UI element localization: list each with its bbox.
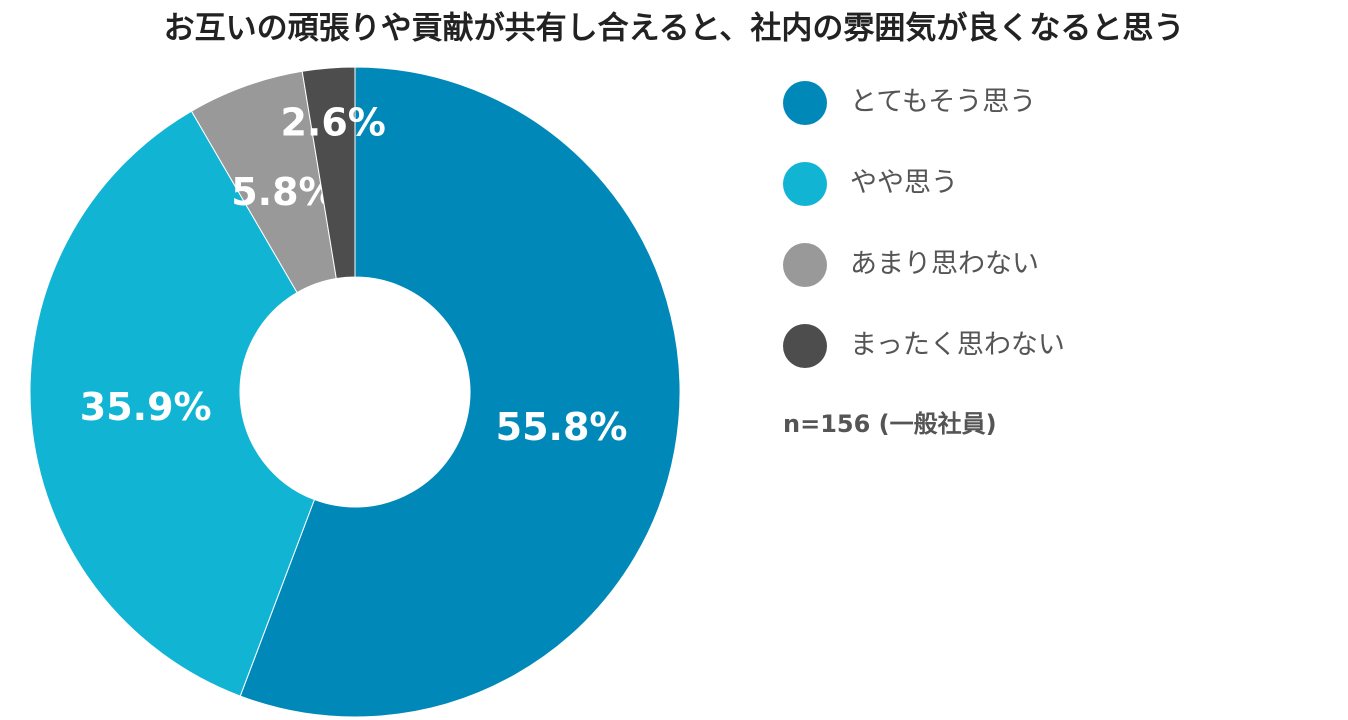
legend-swatch bbox=[783, 81, 827, 125]
data-label: 5.8% bbox=[231, 170, 336, 214]
legend-label: まったく思わない bbox=[850, 330, 1065, 361]
data-label: 35.9% bbox=[80, 385, 212, 429]
legend-swatch bbox=[783, 243, 827, 287]
data-label: 55.8% bbox=[496, 405, 628, 449]
pie-slice bbox=[29, 110, 316, 697]
pie-slice bbox=[239, 66, 681, 718]
legend-label: やや思う bbox=[850, 168, 958, 199]
data-label: 2.6% bbox=[280, 100, 385, 144]
legend-swatch bbox=[783, 162, 827, 206]
legend-swatch bbox=[783, 324, 827, 368]
chart-title: お互いの頑張りや貢献が共有し合えると、社内の雰囲気が良くなると思う bbox=[164, 11, 1185, 47]
legend-label: とてもそう思う bbox=[850, 87, 1036, 118]
legend-label: あまり思わない bbox=[850, 249, 1039, 280]
pie-slice bbox=[301, 66, 356, 280]
sample-note: n=156 (一般社員) bbox=[783, 410, 997, 438]
